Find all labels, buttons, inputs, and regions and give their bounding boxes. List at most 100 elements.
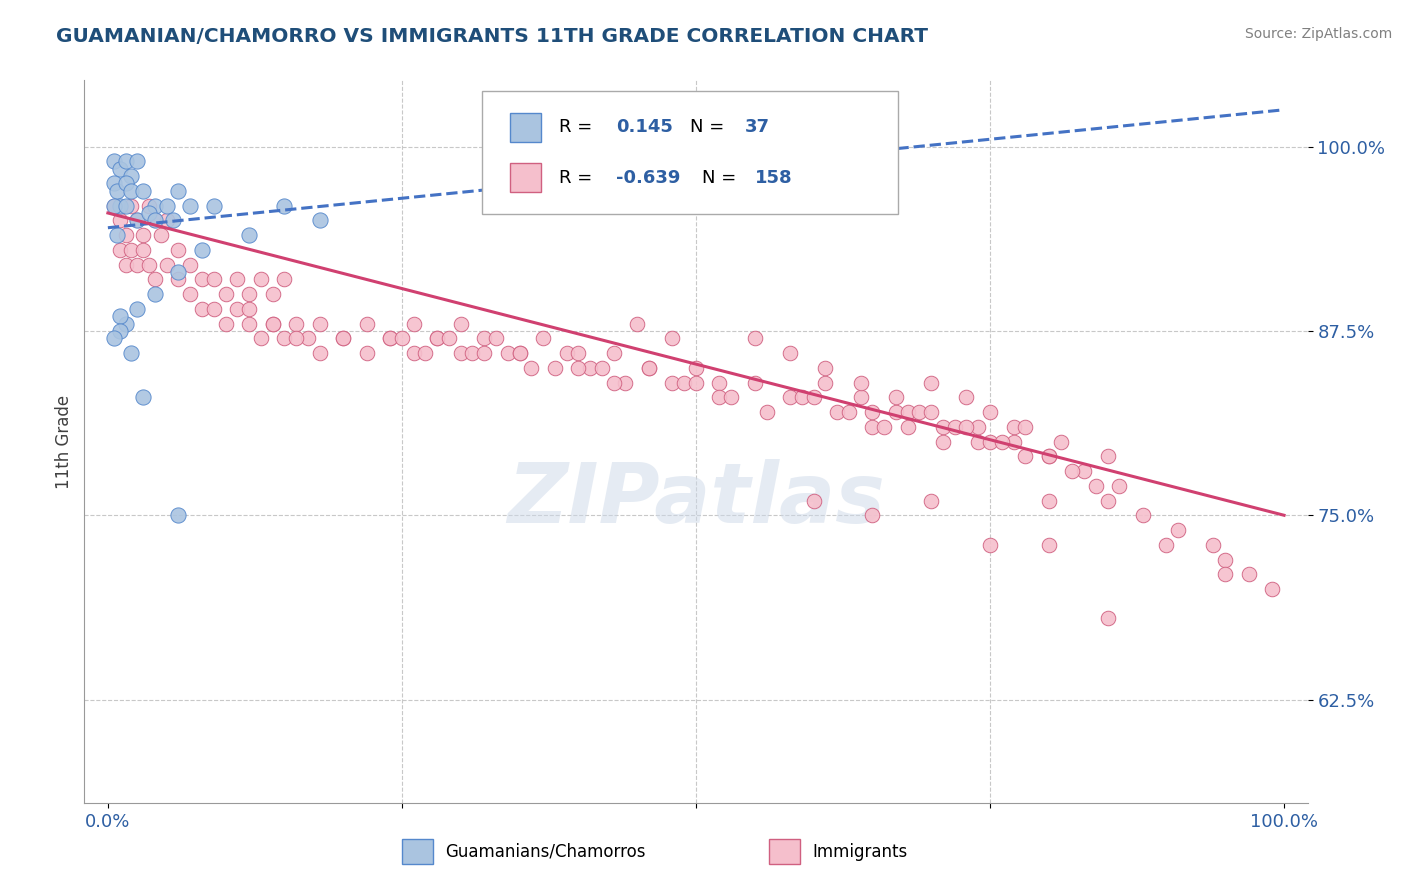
FancyBboxPatch shape [482, 91, 898, 214]
Point [127, 258, 149, 272]
Point [415, 346, 437, 360]
Point [814, 376, 837, 390]
Text: Immigrants: Immigrants [813, 843, 907, 861]
Point [156, 199, 179, 213]
Point [779, 346, 801, 360]
Point [555, 346, 578, 360]
Point [202, 272, 225, 286]
Point [709, 390, 731, 404]
Point [402, 317, 425, 331]
Point [167, 508, 190, 523]
Bar [510, 163, 541, 193]
Text: ZIPatlas: ZIPatlas [508, 458, 884, 540]
Point [509, 346, 531, 360]
Point [849, 390, 872, 404]
Point [1097, 493, 1119, 508]
Point [143, 272, 166, 286]
Point [1108, 479, 1130, 493]
Point [1097, 450, 1119, 464]
Point [120, 184, 142, 198]
Point [114, 177, 136, 191]
Point [332, 331, 354, 345]
Point [179, 258, 201, 272]
Point [591, 360, 613, 375]
Point [238, 317, 260, 331]
Point [1132, 508, 1154, 523]
Point [1014, 419, 1036, 434]
Point [138, 206, 160, 220]
Point [1167, 523, 1189, 537]
Point [450, 317, 472, 331]
Point [979, 405, 1001, 419]
Point [709, 376, 731, 390]
Point [897, 419, 920, 434]
Point [1038, 493, 1060, 508]
Point [849, 376, 872, 390]
Point [214, 287, 236, 301]
Point [191, 243, 214, 257]
Point [897, 405, 920, 419]
Point [860, 405, 883, 419]
Point [1073, 464, 1095, 478]
Point [991, 434, 1014, 449]
Point [685, 360, 707, 375]
Point [920, 405, 942, 419]
Point [179, 287, 201, 301]
Text: N =: N = [690, 119, 730, 136]
Point [356, 317, 378, 331]
Point [167, 243, 190, 257]
Point [979, 434, 1001, 449]
Point [920, 376, 942, 390]
Point [509, 346, 531, 360]
Point [814, 360, 837, 375]
Text: Guamanians/Chamorros: Guamanians/Chamorros [446, 843, 645, 861]
Point [461, 346, 484, 360]
Point [156, 213, 179, 227]
Point [579, 360, 602, 375]
Point [1213, 567, 1236, 582]
Point [138, 258, 160, 272]
Point [132, 243, 155, 257]
Point [755, 405, 778, 419]
Point [308, 213, 330, 227]
Point [967, 419, 990, 434]
Point [825, 405, 848, 419]
Point [132, 390, 155, 404]
Point [120, 199, 142, 213]
Point [249, 331, 271, 345]
Point [308, 346, 330, 360]
Point [273, 272, 295, 286]
Bar [510, 112, 541, 142]
Point [149, 228, 172, 243]
Point [437, 331, 460, 345]
Point [114, 317, 136, 331]
Point [744, 331, 766, 345]
Point [108, 199, 131, 213]
Point [1014, 450, 1036, 464]
Point [1213, 552, 1236, 566]
Point [1002, 419, 1025, 434]
Point [920, 493, 942, 508]
Point [108, 161, 131, 176]
Text: -0.639: -0.639 [616, 169, 681, 186]
Point [860, 508, 883, 523]
Point [1097, 611, 1119, 625]
Point [179, 199, 201, 213]
Point [626, 317, 648, 331]
Point [567, 360, 589, 375]
Point [779, 390, 801, 404]
Point [262, 317, 284, 331]
Point [191, 272, 214, 286]
Point [143, 213, 166, 227]
Point [744, 376, 766, 390]
Point [1156, 538, 1178, 552]
Point [884, 390, 907, 404]
Point [226, 301, 249, 316]
Point [285, 317, 308, 331]
Point [103, 154, 125, 169]
Bar [769, 838, 800, 864]
Point [114, 199, 136, 213]
Point [167, 265, 190, 279]
Point [1062, 464, 1084, 478]
Point [273, 331, 295, 345]
